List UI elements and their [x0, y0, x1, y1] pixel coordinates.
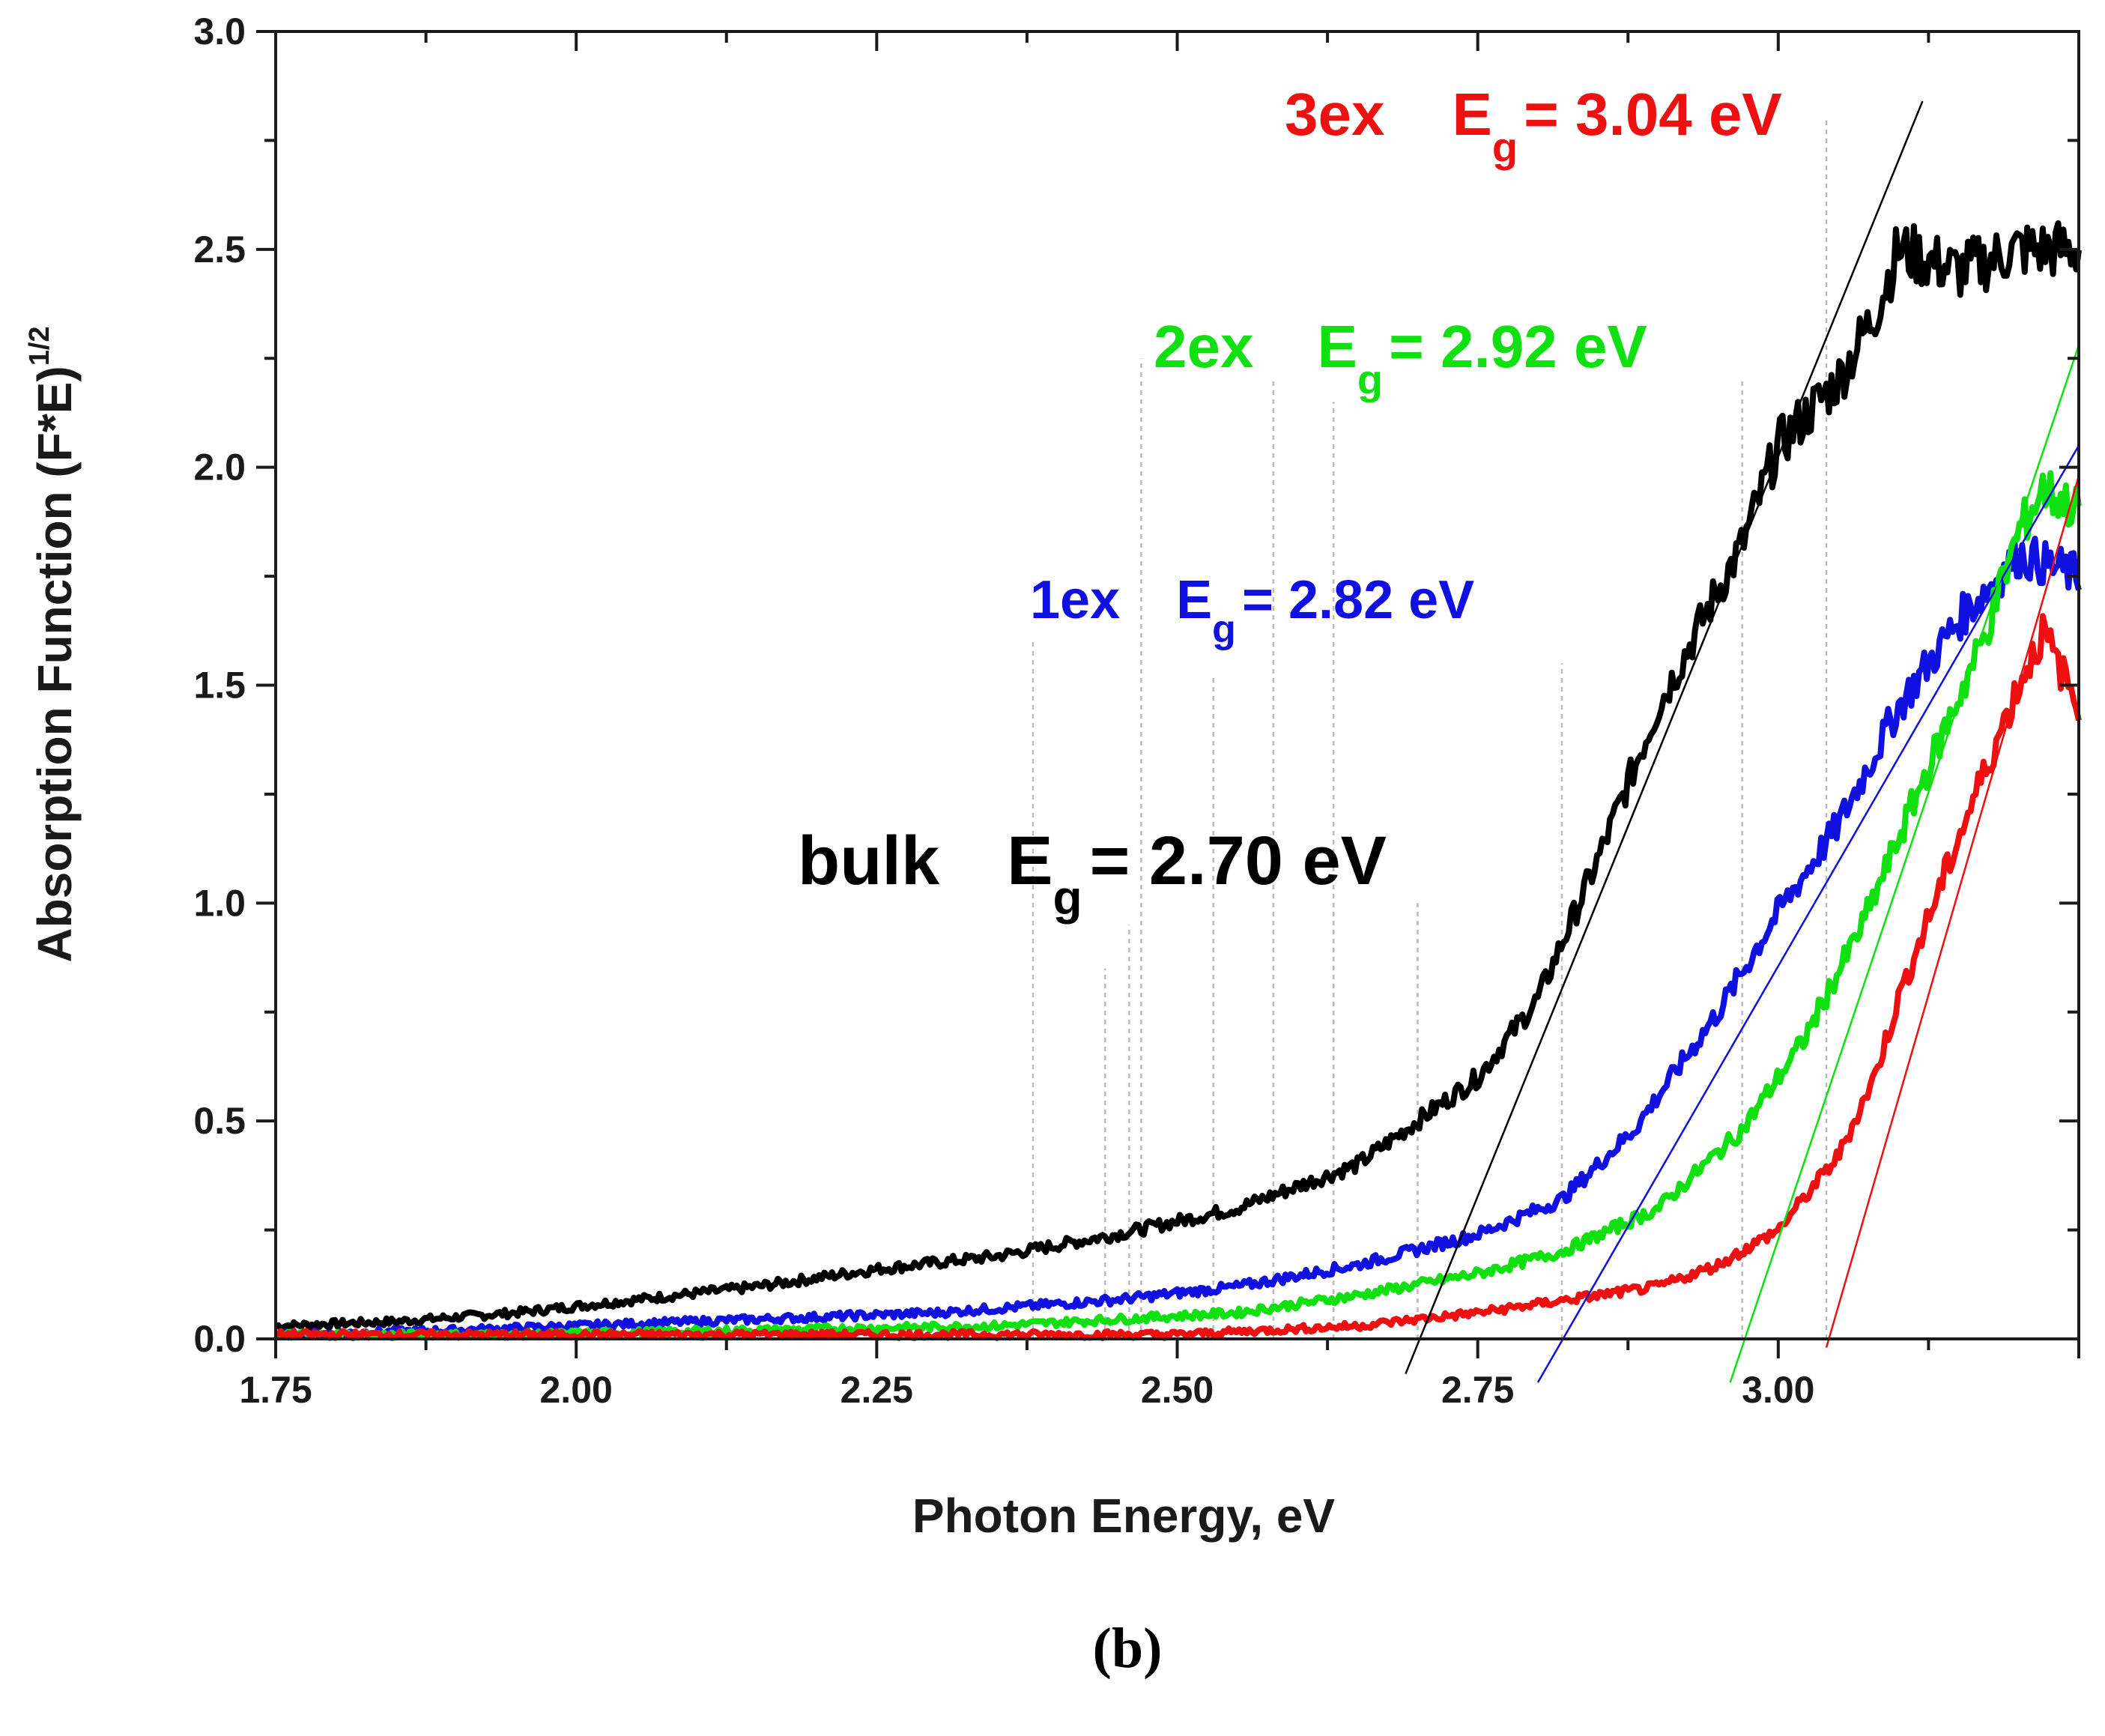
- annotation-1ex: 1ex Eg = 2.82 eV: [1030, 570, 1474, 651]
- annotation-1ex-value: = 2.82 eV: [1242, 570, 1474, 630]
- y-axis-title-main: Absorption Function (F*E): [28, 366, 82, 962]
- tangent-line-3ex: [1825, 475, 2080, 1348]
- y-tick-label: 3.0: [193, 10, 246, 52]
- annotation-3ex-eg: E: [1452, 81, 1491, 148]
- y-tick-label: 0.5: [193, 1100, 246, 1142]
- series-line-2ex: [273, 470, 2082, 1341]
- annotation-1ex-sample: 1ex: [1030, 570, 1120, 630]
- tangent-line-2ex: [1729, 345, 2080, 1383]
- annotation-3ex-sample: 3ex: [1285, 81, 1384, 148]
- annotation-3ex: 3ex Eg = 3.04 eV: [1285, 81, 1782, 171]
- annotation-2ex-eg-sub: g: [1357, 356, 1383, 403]
- x-tick-label: 2.50: [1141, 1369, 1214, 1411]
- tangent-line-1ex: [1536, 444, 2080, 1383]
- x-tick-label: 2.00: [540, 1369, 613, 1411]
- annotation-1ex-eg: E: [1176, 570, 1212, 630]
- annotation-bulk-value: = 2.70 eV: [1090, 823, 1387, 899]
- y-axis-title-sup: 1/2: [24, 326, 55, 366]
- x-axis-title: Photon Energy, eV: [912, 1489, 1336, 1543]
- y-tick-label: 1.5: [193, 665, 246, 707]
- x-tick-label: 1.75: [239, 1369, 312, 1411]
- annotation-2ex-eg: E: [1317, 313, 1357, 380]
- axes: [256, 30, 2080, 1358]
- svg-text:Absorption Function (F*E)1/2: Absorption Function (F*E)1/2: [24, 326, 82, 962]
- series-line-1ex: [275, 536, 2082, 1341]
- y-tick-label: 1.0: [193, 882, 246, 924]
- annotation-2ex-sample: 2ex: [1154, 313, 1253, 380]
- x-tick-label: 2.75: [1441, 1369, 1514, 1411]
- tangent-line-bulk: [1405, 100, 1924, 1375]
- annotation-bulk-sample: bulk: [798, 823, 940, 899]
- y-axis-title: Absorption Function (F*E)1/2: [24, 326, 82, 962]
- annotation-3ex-value: = 3.04 eV: [1524, 81, 1782, 148]
- x-tick-label: 2.25: [841, 1369, 913, 1411]
- annotation-2ex: 2ex Eg = 2.92 eV: [1154, 313, 1647, 403]
- series-line-bulk: [275, 220, 2082, 1332]
- annotation-bulk-eg: E: [1007, 823, 1052, 899]
- y-tick-label: 2.0: [193, 447, 246, 489]
- annotations: bulk Eg = 2.70 eV 1ex Eg = 2.82 eV 2ex Eg = 2.…: [798, 81, 1782, 925]
- y-tick-label: 0.0: [193, 1318, 246, 1360]
- annotation-bulk-eg-sub: g: [1053, 871, 1082, 925]
- tangent-lines: [1405, 100, 2080, 1383]
- annotation-1ex-eg-sub: g: [1212, 608, 1236, 651]
- annotation-2ex-value: = 2.92 eV: [1389, 313, 1647, 380]
- y-tick-label: 2.5: [193, 229, 246, 270]
- annotation-3ex-eg-sub: g: [1492, 124, 1518, 171]
- x-tick-label: 3.00: [1742, 1369, 1814, 1411]
- annotation-bulk: bulk Eg = 2.70 eV: [798, 823, 1387, 925]
- tick-labels: 1.75 2.00 2.25 2.50 2.75 3.00 0.0 0.5 1.0 1.5 2.0 2…: [193, 10, 1814, 1411]
- figure-caption: (b): [1093, 1617, 1163, 1680]
